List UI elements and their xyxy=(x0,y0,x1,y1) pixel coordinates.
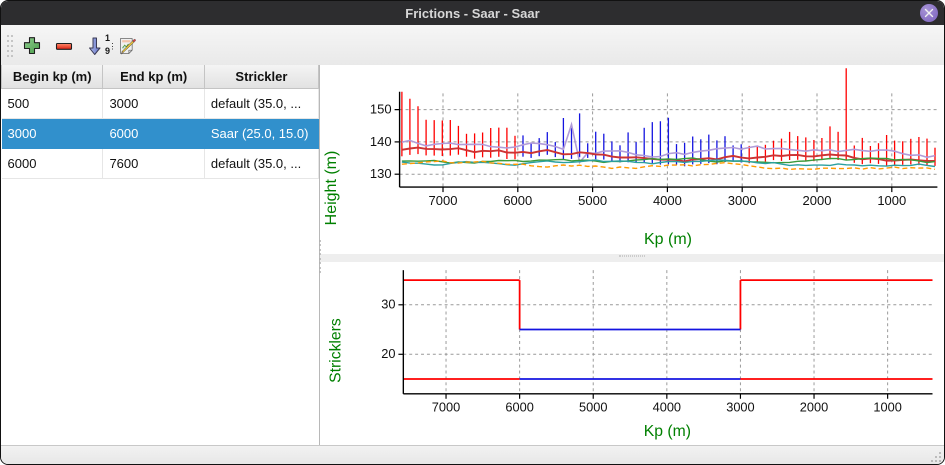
svg-text:2000: 2000 xyxy=(800,400,828,415)
svg-text:150: 150 xyxy=(370,102,392,117)
svg-text:3000: 3000 xyxy=(728,193,757,208)
svg-text:6000: 6000 xyxy=(503,193,532,208)
svg-text:2000: 2000 xyxy=(803,193,832,208)
svg-text:3000: 3000 xyxy=(726,400,754,415)
svg-text:130: 130 xyxy=(370,166,392,181)
svg-text:1000: 1000 xyxy=(877,193,906,208)
svg-text:7000: 7000 xyxy=(432,400,460,415)
svg-text:30: 30 xyxy=(381,297,395,312)
svg-text:4000: 4000 xyxy=(653,193,682,208)
svg-text:6000: 6000 xyxy=(505,400,533,415)
svg-text:7000: 7000 xyxy=(429,193,458,208)
svg-text:Stricklers: Stricklers xyxy=(328,318,345,383)
svg-text:4000: 4000 xyxy=(653,400,681,415)
svg-text:Height (m): Height (m) xyxy=(323,151,340,226)
svg-text:20: 20 xyxy=(381,346,395,361)
svg-text:Kp (m): Kp (m) xyxy=(644,423,691,440)
svg-text:140: 140 xyxy=(370,134,392,149)
svg-text:5000: 5000 xyxy=(579,400,607,415)
svg-text:Kp (m): Kp (m) xyxy=(644,231,692,248)
svg-text:1000: 1000 xyxy=(873,400,901,415)
svg-text:5000: 5000 xyxy=(578,193,607,208)
